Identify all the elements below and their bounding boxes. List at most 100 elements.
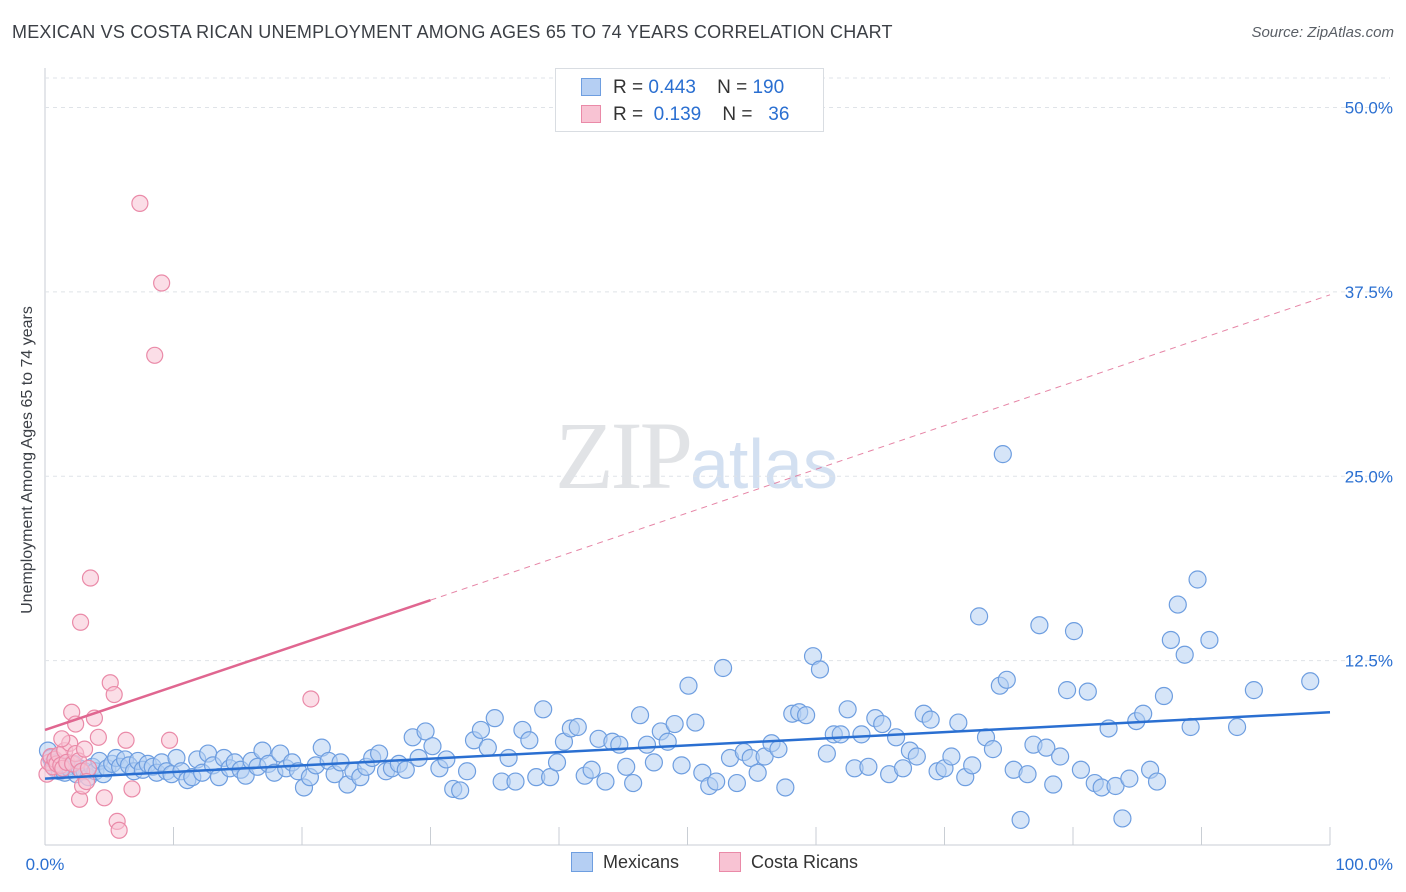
mexican-point — [1011, 810, 1030, 830]
mexican-point — [859, 757, 878, 776]
mexican-point — [817, 744, 836, 763]
mexican-point — [921, 710, 940, 729]
mexican-point — [679, 676, 698, 695]
mexican-point — [665, 714, 684, 734]
costa-rican-point — [75, 740, 94, 758]
legend-n-value: 190 — [752, 77, 785, 98]
mexican-point — [1168, 595, 1187, 614]
costa-ricans-legend-label: Costa Ricans — [751, 852, 859, 872]
mexican-point — [893, 759, 913, 778]
mexican-point — [831, 725, 850, 744]
mexicans-legend-swatch — [571, 852, 593, 872]
y-tick-label: 12.5% — [1345, 652, 1393, 671]
mexican-point — [707, 772, 726, 791]
mexican-point — [1057, 681, 1077, 700]
costa-ricans-trend-line — [44, 598, 431, 732]
costa-rican-point — [117, 731, 135, 749]
mexican-point — [370, 744, 389, 763]
costa-rican-point — [105, 685, 123, 704]
costa-ricans-legend-swatch — [719, 852, 741, 872]
mexican-point — [568, 717, 587, 737]
mexican-point — [1244, 681, 1263, 700]
mexican-point — [748, 763, 767, 782]
mexican-point — [457, 762, 477, 781]
mexican-point — [873, 714, 892, 734]
mexican-point — [1037, 738, 1056, 757]
mexicans-trend-line — [44, 711, 1331, 780]
mexican-point — [1071, 760, 1091, 779]
legend: R = 0.443 N = 190 R = 0.139 N = 36 — [555, 68, 824, 132]
y-tick-label: 25.0% — [1345, 467, 1393, 486]
mexican-point — [1301, 672, 1320, 691]
mexican-point — [610, 735, 629, 754]
costa-rican-point — [160, 731, 179, 749]
mexican-point — [852, 725, 871, 744]
mexican-point — [769, 740, 788, 759]
mexican-point — [416, 722, 435, 741]
mexican-point — [547, 753, 567, 772]
mexican-point — [1064, 622, 1084, 641]
mexican-point — [506, 772, 525, 791]
mexicans-swatch — [581, 78, 601, 96]
costa-rican-point — [81, 569, 100, 587]
mexican-point — [1200, 630, 1219, 650]
legend-item-mexicans: Mexicans — [571, 852, 679, 873]
mexican-point — [596, 772, 615, 791]
mexican-point — [520, 731, 539, 750]
mexican-point — [1044, 775, 1063, 794]
mexican-point — [838, 700, 857, 719]
legend-n-label: N = — [717, 77, 748, 98]
mexican-point — [1175, 645, 1194, 664]
mexican-point — [1106, 776, 1125, 796]
mexican-point — [1161, 630, 1180, 650]
costa-rican-point — [53, 730, 71, 748]
x-tick-label: 0.0% — [26, 855, 65, 874]
mexican-point — [624, 773, 643, 793]
mexican-point — [672, 756, 691, 775]
y-tick-label: 37.5% — [1345, 283, 1393, 302]
mexican-point — [997, 670, 1016, 689]
mexican-point — [993, 445, 1012, 464]
mexican-point — [1181, 717, 1200, 737]
mexican-point — [1078, 682, 1097, 701]
costa-ricans-trend-extension — [430, 294, 1331, 601]
mexican-point — [1154, 686, 1174, 706]
mexican-point — [886, 728, 906, 747]
costa-rican-point — [146, 346, 164, 364]
mexican-point — [969, 607, 989, 626]
mexican-point — [949, 713, 968, 732]
mexican-point — [582, 760, 601, 779]
mexican-point — [630, 706, 650, 725]
legend-n-label: N = — [722, 104, 753, 125]
costa-rican-point — [71, 613, 90, 631]
mexican-point — [963, 756, 982, 775]
legend-item-costa-ricans: Costa Ricans — [719, 852, 858, 873]
mexican-point — [637, 735, 657, 754]
mexican-point — [1113, 809, 1132, 828]
mexican-point — [541, 768, 560, 787]
mexican-point — [713, 658, 733, 678]
mexican-point — [534, 700, 553, 719]
mexican-point — [776, 778, 795, 797]
legend-r-label: R = — [613, 104, 644, 125]
mexican-point — [1051, 747, 1070, 766]
mexican-point — [797, 706, 816, 725]
mexican-point — [1227, 717, 1247, 737]
mexican-point — [810, 660, 830, 679]
mexican-point — [617, 757, 636, 776]
mexican-point — [1134, 704, 1153, 723]
costa-rican-point — [302, 690, 320, 708]
legend-n-value: 36 — [768, 104, 790, 125]
mexican-point — [1018, 765, 1037, 784]
mexican-point — [396, 760, 415, 779]
mexican-point — [686, 713, 705, 732]
costa-rican-point — [110, 821, 128, 839]
mexican-point — [942, 747, 961, 766]
mexican-point — [1188, 570, 1207, 589]
costa-rican-point — [123, 780, 141, 798]
costa-rican-point — [153, 274, 171, 292]
costa-ricans-swatch — [581, 105, 601, 123]
mexican-point — [907, 747, 926, 766]
mexican-point — [478, 738, 497, 757]
mexican-point — [499, 748, 518, 768]
